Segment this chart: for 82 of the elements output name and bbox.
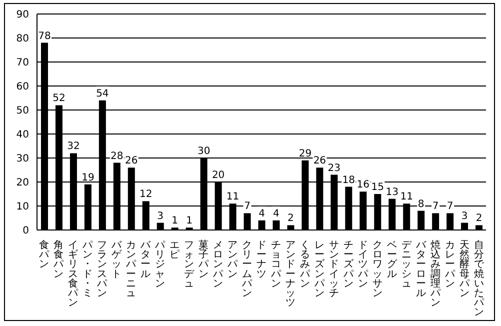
x-tick-label: アンドーナッツ [285,240,296,309]
data-label: 2 [476,213,482,224]
data-label: 8 [418,198,424,210]
x-tick-label: バタール [140,240,152,280]
data-label: 3 [461,210,468,222]
x-tick-label: エピ [170,240,180,261]
data-label: 23 [328,162,341,174]
data-label: 30 [197,146,210,157]
x-tick-label: パリジャン [154,240,166,290]
x-tick-label: デニッシュ [401,240,412,290]
x-tick-label: チーズパン [342,240,354,290]
y-tick-label: 10 [16,202,29,213]
data-label: 18 [342,174,356,186]
x-tick-label: パン・ド・ミ [82,240,94,299]
data-label: 11 [400,192,413,203]
x-tick-label: くるみパン [298,240,311,290]
data-label: 32 [67,141,80,152]
y-tick-label: 30 [16,154,29,165]
bar [156,222,164,230]
x-tick-label: カレーパン [444,240,456,290]
data-label: 26 [313,156,326,167]
x-tick-label: 角食パン [52,239,65,280]
data-label: 54 [96,88,109,100]
x-tick-label: クロワッサン [372,240,382,299]
y-tick-label: 50 [16,106,29,117]
y-tick-label: 40 [16,130,29,141]
x-tick-label: バターロール [414,240,427,299]
bar [432,213,440,230]
x-tick-label: クリームパン [241,240,254,299]
data-label: 20 [212,170,225,181]
x-tick-label: フォンデュ [184,240,196,290]
data-label: 12 [140,189,152,200]
data-label: 26 [125,156,138,167]
y-tick-label: 70 [16,58,29,69]
x-tick-label: ベーグル [386,240,398,280]
data-label: 13 [386,186,398,198]
data-label: 4 [273,208,280,220]
x-tick-label: サンドイッチ [328,240,339,299]
data-label: 1 [172,216,178,227]
x-tick-label: 焼込み調理パン [429,239,442,309]
x-tick-label: イギリス食パン [67,240,80,309]
data-label: 52 [52,93,66,104]
data-label: 15 [371,182,384,193]
x-tick-label: レーズンパン [313,240,326,299]
x-tick-label: アンパン [226,240,239,280]
x-tick-label: バゲット [110,240,123,280]
x-tick-label: メロンパン [212,240,224,290]
y-tick-label: 90 [16,10,29,21]
bar [287,225,294,230]
bar [461,222,468,230]
x-tick-label: ドイツパン [356,240,369,290]
x-tick-label: 食パン [38,239,50,270]
data-label: 11 [226,192,240,203]
data-label: 1 [186,216,193,227]
data-label: 7 [446,201,454,212]
data-label: 7 [432,201,439,212]
data-label: 29 [298,148,312,160]
x-tick-label: 自分で焼いたパン [472,239,485,318]
bar [446,213,454,230]
data-label: 19 [82,172,94,184]
bar [476,225,483,230]
data-label: 28 [110,150,124,162]
y-tick-label: 60 [16,82,29,93]
y-tick-label: 0 [22,226,29,237]
bar [258,220,266,230]
x-tick-label: チョコパン [270,240,282,290]
x-tick-label: ドーナツ [256,240,266,280]
data-label: 2 [288,213,294,224]
data-label: 7 [244,201,250,212]
data-label: 78 [38,30,51,42]
data-label: 16 [356,180,370,191]
bar [272,220,280,230]
bar [244,213,251,230]
y-tick-label: 80 [16,34,29,45]
bar [418,210,425,230]
x-tick-label: 天然酵母パン [458,240,470,299]
x-tick-label: フランスパン [96,240,108,299]
x-tick-label: カンパーニュ [125,240,138,299]
data-label: 4 [258,208,265,220]
data-label: 3 [157,210,164,222]
x-tick-label: 菓子パン [198,239,210,280]
y-tick-label: 20 [16,178,29,189]
